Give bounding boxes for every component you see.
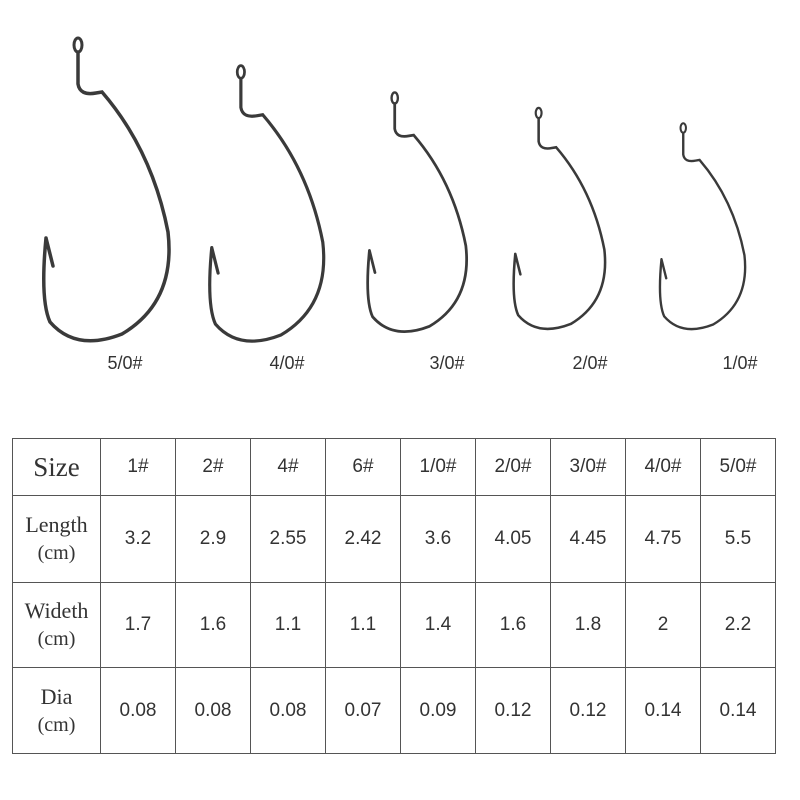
size-cell: 3/0# (550, 438, 626, 496)
size-cell: 4# (250, 438, 326, 496)
value-cell: 2.55 (250, 495, 326, 583)
table-row: Dia (cm) 0.08 0.08 0.08 0.07 0.09 0.12 0.12 0.14 0… (12, 667, 776, 754)
value-cell: 1.1 (325, 582, 401, 668)
hook-3 (366, 91, 468, 333)
table-row: Length (cm) 3.2 2.9 2.55 2.42 3.6 4.05 4.45 4.75 5… (12, 495, 776, 583)
value-cell: 4.05 (475, 495, 551, 583)
hooks-illustration (42, 36, 747, 343)
value-cell: 4.45 (550, 495, 626, 583)
row-unit: (cm) (37, 628, 76, 650)
value-cell: 3.6 (400, 495, 476, 583)
value-cell: 0.12 (475, 667, 551, 754)
header-row: Size 1# 2# 4# 6# 1/0# 2/0# 3/0# 4/0# 5/0# (12, 438, 776, 496)
value-cell: 1.6 (175, 582, 251, 668)
hook-5 (658, 122, 747, 331)
value-cell: 0.09 (400, 667, 476, 754)
value-cell: 0.08 (175, 667, 251, 754)
value-cell: 0.12 (550, 667, 626, 754)
value-cell: 0.07 (325, 667, 401, 754)
value-cell: 0.14 (700, 667, 776, 754)
value-cell: 2.2 (700, 582, 776, 668)
size-cell: 1/0# (400, 438, 476, 496)
row-unit: (cm) (37, 713, 76, 736)
value-cell: 0.08 (100, 667, 176, 754)
row-header: Length (cm) (12, 495, 101, 583)
hook-size-label: 5/0# (107, 353, 143, 373)
size-cell: 4/0# (625, 438, 701, 496)
value-cell: 1.6 (475, 582, 551, 668)
value-cell: 1.7 (100, 582, 176, 668)
table-row: Wideth (cm) 1.7 1.6 1.1 1.1 1.4 1.6 1.8 2 2.2 (12, 582, 776, 668)
hook-1 (42, 36, 171, 343)
row-unit: (cm) (37, 542, 76, 564)
value-cell: 1.4 (400, 582, 476, 668)
value-cell: 1.1 (250, 582, 326, 668)
row-name: Length (25, 512, 88, 537)
size-cell: 2# (175, 438, 251, 496)
value-cell: 0.14 (625, 667, 701, 754)
row-header: Dia (cm) (12, 667, 101, 754)
value-cell: 3.2 (100, 495, 176, 583)
value-cell: 2.42 (325, 495, 401, 583)
value-cell: 4.75 (625, 495, 701, 583)
hook-size-label: 2/0# (572, 353, 608, 373)
size-header: Size (12, 438, 101, 496)
size-cell: 5/0# (700, 438, 776, 496)
hook-size-label: 4/0# (269, 353, 305, 373)
value-cell: 5.5 (700, 495, 776, 583)
hook-2 (208, 64, 326, 343)
row-name: Dia (40, 683, 73, 709)
value-cell: 2 (625, 582, 701, 668)
hook-size-label: 1/0# (722, 353, 758, 373)
size-cell: 2/0# (475, 438, 551, 496)
size-table: Size 1# 2# 4# 6# 1/0# 2/0# 3/0# 4/0# 5/0# Length (c… (12, 438, 776, 754)
hook-size-label: 3/0# (429, 353, 465, 373)
row-header: Wideth (cm) (12, 582, 101, 668)
value-cell: 0.08 (250, 667, 326, 754)
hook-4 (512, 106, 607, 331)
size-cell: 1# (100, 438, 176, 496)
value-cell: 2.9 (175, 495, 251, 583)
size-cell: 6# (325, 438, 401, 496)
row-name: Wideth (24, 598, 89, 623)
value-cell: 1.8 (550, 582, 626, 668)
